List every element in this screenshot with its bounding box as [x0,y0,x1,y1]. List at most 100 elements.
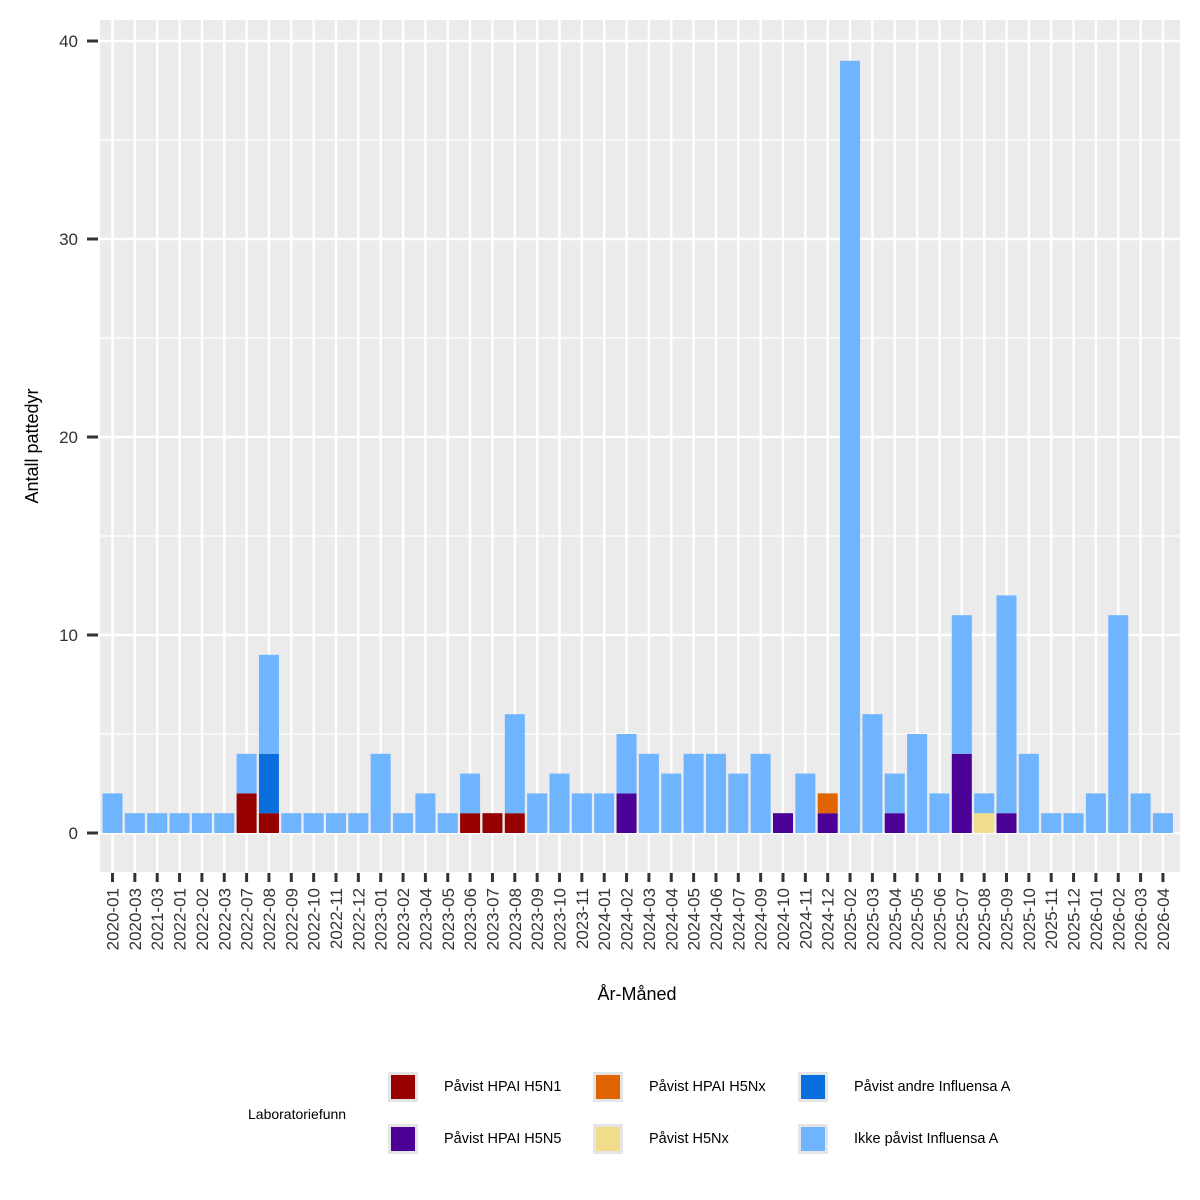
x-tick-label: 2024-12 [819,888,838,950]
bar-segment [1041,813,1062,833]
bar-segment [616,793,637,833]
bar-segment [683,753,704,833]
x-tick-label: 2025-04 [886,888,905,950]
bar-segment [773,813,793,833]
x-tick-label: 2025-09 [998,888,1017,950]
bar-segment [326,813,346,833]
bar-segment [348,813,369,833]
bar-segment [705,753,726,833]
bar-segment [1063,813,1084,833]
bar-segment [795,773,816,833]
bar-segment [437,813,458,833]
x-tick-label: 2022-10 [305,888,324,950]
x-tick-label: 2024-01 [595,888,614,950]
y-axis-title: Antall pattedyr [22,388,42,503]
x-tick-label: 2024-09 [752,888,771,950]
x-tick-label: 2023-05 [439,888,458,950]
legend-swatch [388,1124,418,1154]
bar-segment [1152,813,1173,833]
x-tick-label: 2024-11 [796,888,815,949]
x-tick-label: 2025-07 [953,888,972,950]
x-tick-label: 2024-05 [685,888,704,950]
x-tick-label: 2025-05 [908,888,927,950]
legend-swatch [798,1072,828,1102]
x-tick-label: 2026-01 [1087,888,1106,950]
bar-segment [884,773,905,814]
bar-segment [1018,753,1039,833]
bar-segment [258,813,279,833]
x-tick-label: 2023-08 [506,888,525,950]
x-tick-label: 2022-07 [238,888,257,950]
x-tick-label: 2025-08 [975,888,994,950]
bar-segment [393,813,414,833]
legend-key-hpai-h5nx: Påvist HPAI H5Nx [593,1072,766,1102]
bar-segment [974,813,995,833]
bar-segment [527,793,548,833]
legend-label: Ikke påvist Influensa A [854,1131,999,1147]
bar-segment [504,813,525,833]
x-tick-label: 2024-04 [662,888,681,950]
bar-segment [996,813,1017,833]
legend-key-h5n1: Påvist HPAI H5N1 [388,1072,561,1102]
x-tick-label: 2024-02 [618,888,637,950]
bar-segment [147,813,168,833]
bar-segment [616,734,637,794]
x-tick-label: 2023-02 [394,888,413,950]
bar-segment [884,813,905,833]
legend-label: Påvist HPAI H5N5 [444,1131,562,1147]
legend-swatch [388,1072,418,1102]
bar-segment [482,813,503,833]
x-tick-label: 2020-01 [104,888,123,950]
bar-segment [258,654,279,754]
x-tick-label: 2023-04 [416,888,435,950]
bar-segment [1130,793,1151,833]
y-tick-label: 20 [59,428,78,447]
legend-label: Påvist H5Nx [649,1131,729,1147]
x-tick-label: 2023-09 [528,888,547,950]
x-tick-label: 2026-02 [1109,888,1128,950]
bar-segment [236,753,257,794]
x-axis: 2020-01 2020-03 2021-03 2022-01 2022-02 2022-… [104,873,1173,950]
x-tick-label: 2022-02 [193,888,212,950]
bar-segment [817,793,838,814]
bar-segment [840,60,861,834]
bar-segment [236,793,257,833]
x-tick-label: 2023-06 [461,888,480,950]
bar-segment [102,793,123,833]
legend-label: Påvist HPAI H5N1 [444,1079,562,1095]
x-axis-title: År-Måned [597,984,676,1004]
y-axis: 0 10 20 30 40 [59,32,98,843]
bar-segment [169,813,190,833]
x-tick-label: 2024-03 [640,888,659,950]
x-tick-label: 2025-02 [841,888,860,950]
bar-segment [907,734,928,833]
legend-swatch [798,1124,828,1154]
bar-segment [951,615,972,754]
x-tick-label: 2020-03 [126,888,145,950]
legend: Laboratoriefunn Påvist HPAI H5N1 Påvist H… [238,1060,1058,1170]
bar-segment [661,773,682,833]
bar-segment [996,595,1017,814]
bar-segment [817,813,838,833]
bar-segment [258,753,279,814]
x-tick-label: 2025-03 [863,888,882,950]
bar-segment [370,753,391,833]
bar-segment [303,813,324,833]
bar-segment [638,753,659,833]
bar-segment [951,753,972,833]
x-tick-label: 2022-03 [215,888,234,950]
bar-segment [571,793,592,833]
x-tick-label: 2023-10 [551,888,570,950]
bar-segment [1085,793,1106,833]
x-tick-label: 2024-10 [774,888,793,950]
legend-key-h5nx: Påvist H5Nx [593,1124,729,1154]
bar-segment [214,813,235,833]
x-tick-label: 2022-11 [327,888,346,949]
bar-segment [549,773,570,833]
bar-segment [191,813,212,833]
bar-segment [281,813,302,833]
legend-label: Påvist HPAI H5Nx [649,1079,766,1095]
bar-segment [862,714,883,833]
bar-segment [929,793,950,833]
